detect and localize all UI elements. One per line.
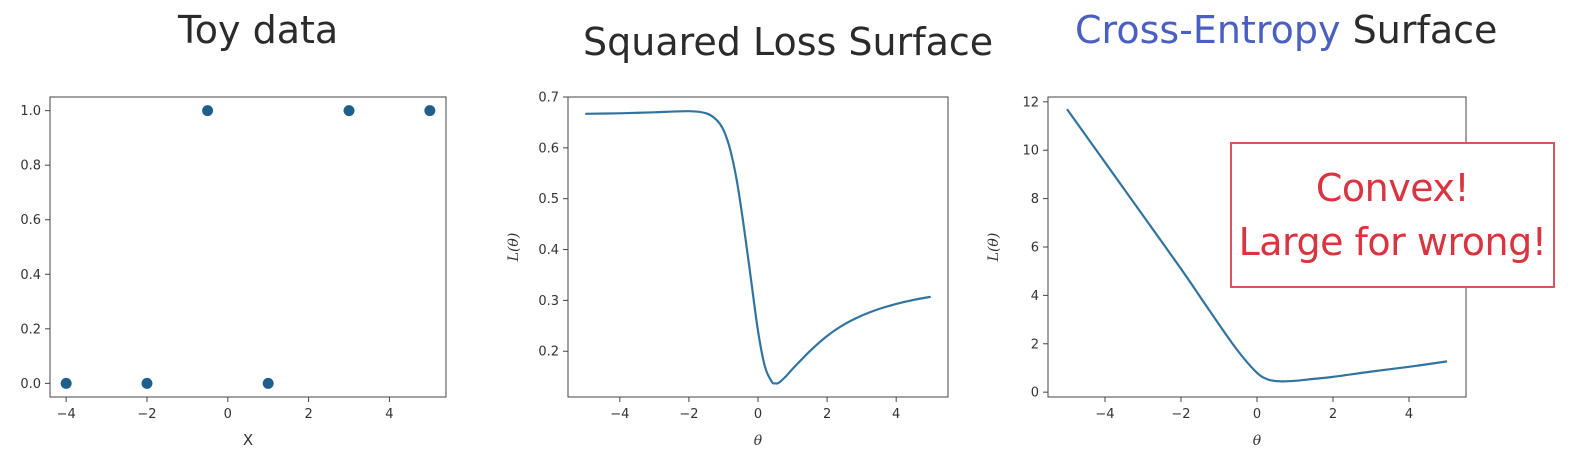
chart3-title-accent: Cross-Entropy xyxy=(1075,8,1341,52)
chart3-title-rest: Surface xyxy=(1340,8,1498,52)
x-tick-label: −4 xyxy=(610,407,629,422)
y-tick-label: 0.4 xyxy=(538,243,559,258)
x-axis-label: θ xyxy=(754,433,763,449)
y-tick-label: 0.2 xyxy=(538,345,559,360)
chart3-title: Cross-Entropy Surface xyxy=(1075,8,1497,52)
scatter-point xyxy=(262,377,274,389)
y-tick-label: 0.7 xyxy=(538,91,559,106)
scatter-point xyxy=(343,105,355,117)
x-tick-label: 0 xyxy=(1253,407,1261,422)
x-tick-label: −4 xyxy=(1095,407,1114,422)
x-tick-label: 4 xyxy=(385,407,393,422)
scatter-point xyxy=(424,105,436,117)
y-tick-label: 0.3 xyxy=(538,294,559,309)
y-axis-label: L(θ) xyxy=(986,233,1002,263)
series-line xyxy=(1066,108,1448,383)
y-tick-label: 0.2 xyxy=(20,322,41,337)
x-tick-label: −4 xyxy=(57,407,76,422)
y-tick-label: 0.5 xyxy=(538,192,559,207)
x-tick-label: 2 xyxy=(304,407,312,422)
y-axis-label: L(θ) xyxy=(506,233,522,263)
y-tick-label: 12 xyxy=(1022,95,1039,110)
x-tick-label: −2 xyxy=(679,407,698,422)
x-tick-label: 4 xyxy=(1405,407,1413,422)
x-tick-label: 4 xyxy=(892,407,900,422)
x-tick-label: 0 xyxy=(754,407,762,422)
y-tick-label: 1.0 xyxy=(20,104,41,119)
scatter-point xyxy=(141,377,153,389)
y-tick-label: 8 xyxy=(1031,192,1039,207)
x-tick-label: −2 xyxy=(1171,407,1190,422)
y-tick-label: 0.6 xyxy=(538,141,559,156)
y-tick-label: 0.8 xyxy=(20,159,41,174)
chart2-title: Squared Loss Surface xyxy=(583,20,994,64)
annotation-line-1: Convex! xyxy=(1315,166,1470,210)
convex-annotation-box: Convex! Large for wrong! xyxy=(1230,142,1555,288)
y-tick-label: 0.4 xyxy=(20,268,41,283)
y-tick-label: 0 xyxy=(1031,386,1039,401)
y-tick-label: 10 xyxy=(1022,144,1039,159)
x-tick-label: 2 xyxy=(823,407,831,422)
y-tick-label: 0.0 xyxy=(20,377,41,392)
scatter-point xyxy=(202,105,214,117)
x-axis-label: X xyxy=(243,431,253,449)
series-line xyxy=(585,110,931,385)
y-tick-label: 2 xyxy=(1031,337,1039,352)
y-tick-label: 0.6 xyxy=(20,213,41,228)
chart2-frame xyxy=(567,96,949,398)
x-tick-label: 2 xyxy=(1329,407,1337,422)
y-tick-label: 4 xyxy=(1031,289,1039,304)
chart1: −4 −2 0 2 4 0.0 0.2 0.4 0.6 0.8 1.0 X xyxy=(20,96,447,449)
chart2: −4 −2 0 2 4 0.2 0.3 0.4 0.5 0.6 0.7 θ L(θ) xyxy=(506,91,949,449)
annotation-line-2: Large for wrong! xyxy=(1238,220,1547,264)
scatter-point xyxy=(60,377,72,389)
chart1-frame xyxy=(49,96,447,398)
x-tick-label: −2 xyxy=(137,407,156,422)
y-tick-label: 6 xyxy=(1031,241,1039,256)
chart1-title: Toy data xyxy=(178,8,339,52)
x-axis-label: θ xyxy=(1253,433,1262,449)
x-tick-label: 0 xyxy=(224,407,232,422)
